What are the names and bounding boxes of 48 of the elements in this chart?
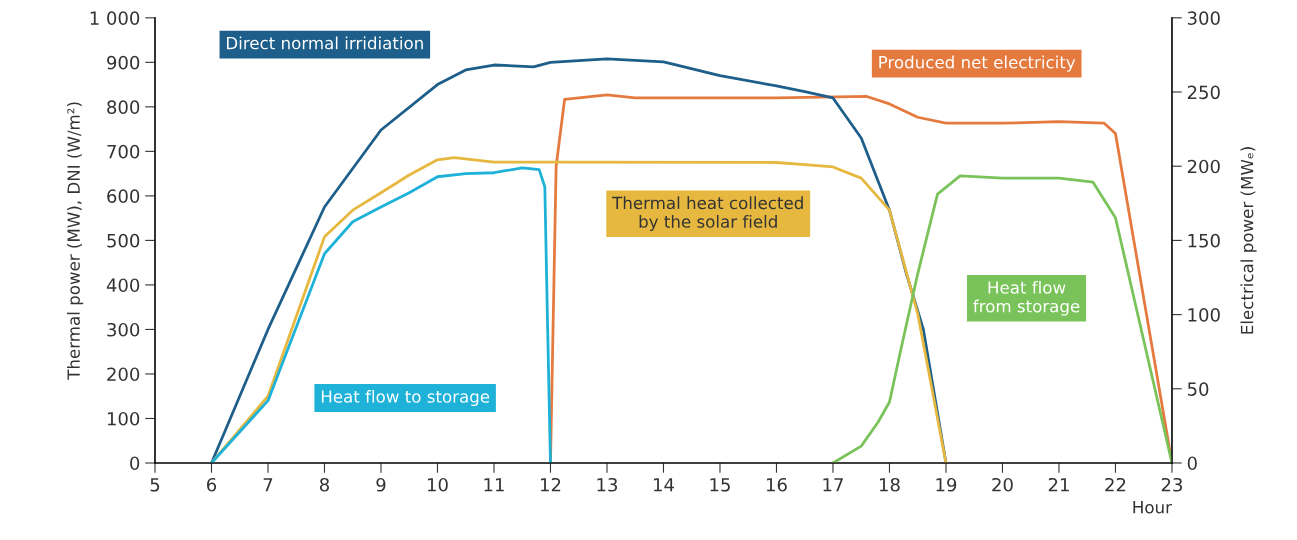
x-tick-label: 10: [427, 477, 448, 492]
x-tick-label: 15: [710, 478, 730, 492]
y2-tick-label: 250: [1187, 85, 1220, 100]
y-axis-title: Thermal power (MW), DNI (W/m²): [67, 102, 84, 380]
x-axis-title: Hour: [1133, 501, 1172, 514]
y2-tick-label: 100: [1188, 308, 1220, 322]
line-series: [210, 166, 552, 463]
x-tick-label: 7: [263, 478, 273, 492]
y-tick-label: 700: [107, 144, 140, 159]
y-tick-label: 600: [107, 189, 140, 204]
y-tick-label: 0: [130, 456, 140, 471]
line-series: [831, 174, 1172, 463]
x-tick-label: 16: [766, 477, 787, 492]
y2-tick-label: 200: [1187, 159, 1220, 174]
y-tick-label: 400: [106, 278, 140, 293]
x-tick-label: 8: [319, 477, 329, 492]
x-tick-label: 5: [150, 478, 160, 492]
x-tick-label: 22: [1105, 477, 1126, 492]
x-tick-label: 9: [376, 477, 386, 492]
y2-tick-label: 50: [1187, 382, 1209, 396]
x-tick-label: 20: [992, 477, 1013, 492]
y2-tick-label: 300: [1187, 11, 1220, 25]
y-tick-label: 1 000: [90, 11, 140, 25]
y-tick-label: 200: [107, 367, 140, 382]
x-tick-label: 17: [823, 478, 843, 492]
y2-tick-label: 150: [1188, 233, 1220, 248]
y2-tick-label: 0: [1187, 456, 1197, 471]
x-tick-label: 11: [484, 478, 504, 492]
x-tick-label: 13: [597, 477, 618, 492]
x-tick-label: 19: [936, 477, 957, 492]
y-tick-label: 900: [107, 55, 140, 70]
series-label: Thermal heat collected by the solar field: [612, 196, 803, 232]
x-tick-label: 6: [207, 477, 217, 492]
y-tick-label: 500: [107, 233, 140, 248]
y2-axis-title: Electrical power (MWₑ): [1240, 147, 1257, 334]
y-tick-label: 100: [107, 411, 140, 426]
x-tick-label: 21: [1048, 477, 1069, 492]
x-tick-label: 23: [1161, 477, 1183, 492]
x-tick-label: 18: [879, 477, 900, 492]
text: Heat flow from storage: [973, 280, 1080, 316]
x-tick-label: 12: [540, 477, 561, 492]
y-tick-label: 300: [107, 322, 140, 337]
text: Direct normal irridiation: [227, 36, 423, 50]
line-series: [210, 156, 948, 463]
y-tick-label: 800: [107, 100, 140, 114]
series-label: Produced net electricity: [879, 55, 1076, 72]
x-tick-label: 14: [653, 478, 674, 492]
text: Heat flow to storage: [321, 389, 490, 407]
